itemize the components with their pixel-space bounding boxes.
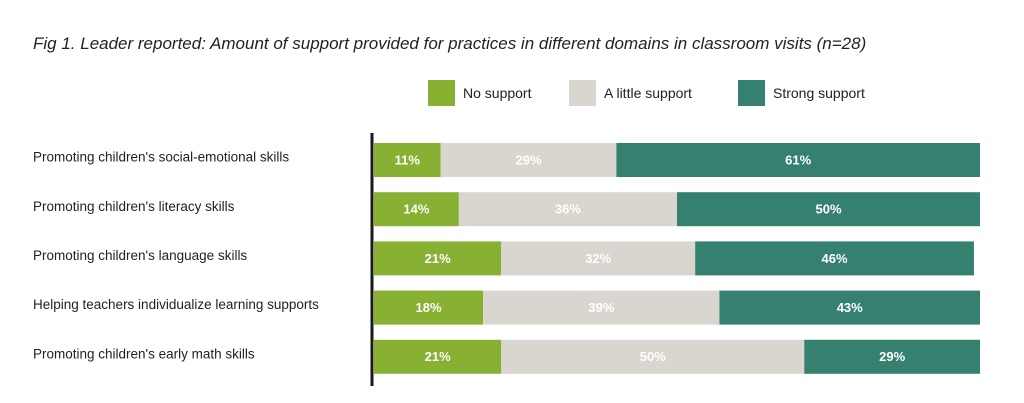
data-label: 14% <box>403 202 429 217</box>
legend-swatch-no-support <box>428 80 455 106</box>
legend: No support A little support Strong suppo… <box>0 80 1024 106</box>
bar-segment <box>458 192 677 227</box>
category-label: Promoting children's social-emotional sk… <box>33 150 289 165</box>
category-label: Promoting children's early math skills <box>33 346 255 361</box>
legend-swatch-strong-support <box>738 80 765 106</box>
bar-segment <box>374 241 502 276</box>
bar-segment <box>719 290 980 325</box>
data-label: 29% <box>879 349 905 364</box>
data-label: 43% <box>837 300 863 315</box>
bar-segment <box>501 241 696 276</box>
data-label: 61% <box>785 152 811 167</box>
data-label: 18% <box>416 300 442 315</box>
legend-item-strong-support: Strong support <box>738 80 865 106</box>
data-label: 21% <box>425 349 451 364</box>
bar-segment <box>677 192 980 227</box>
bar-segment <box>374 143 441 177</box>
bar-segment <box>374 339 502 374</box>
bar-segment <box>374 290 484 325</box>
category-label: Promoting children's language skills <box>33 248 247 263</box>
data-label: 11% <box>395 152 421 167</box>
data-label: 39% <box>588 300 614 315</box>
bar-segment <box>804 339 980 374</box>
data-label: 50% <box>640 349 666 364</box>
bar-segment <box>483 290 720 325</box>
bar-segment <box>501 339 805 374</box>
category-label: Helping teachers individualize learning … <box>33 297 319 312</box>
data-label: 36% <box>555 202 581 217</box>
legend-item-a-little-support: A little support <box>569 80 692 106</box>
bar-segment <box>695 241 974 276</box>
data-label: 21% <box>425 251 451 266</box>
legend-swatch-a-little-support <box>569 80 596 106</box>
bar-segment <box>616 143 980 177</box>
data-label: 32% <box>585 251 611 266</box>
bar-segment <box>440 143 617 177</box>
chart-title: Fig 1. Leader reported: Amount of suppor… <box>33 34 867 53</box>
legend-label-strong-support: Strong support <box>773 85 865 101</box>
legend-label-no-support: No support <box>463 85 532 101</box>
data-label: 50% <box>815 202 841 217</box>
data-label: 29% <box>516 152 542 167</box>
legend-label-a-little-support: A little support <box>604 85 692 101</box>
bar-segment <box>374 192 459 227</box>
category-label: Promoting children's literacy skills <box>33 199 235 214</box>
data-label: 46% <box>822 251 848 266</box>
legend-item-no-support: No support <box>428 80 531 106</box>
